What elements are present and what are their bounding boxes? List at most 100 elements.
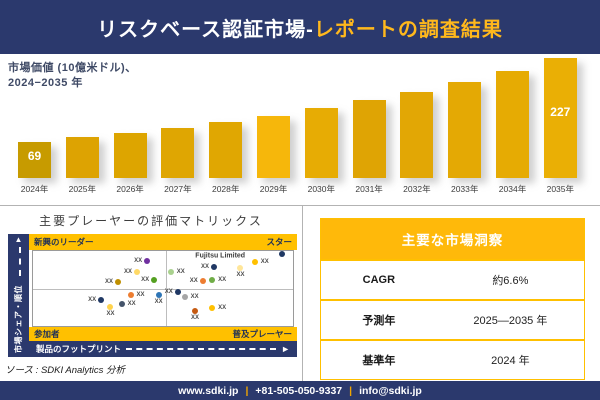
bar-2024年: [18, 142, 51, 178]
x-tick-label: 2024年: [20, 184, 49, 194]
matrix-point: [210, 264, 217, 271]
matrix-point: [144, 258, 151, 265]
bar-2029年: [257, 116, 290, 178]
y-axis-dashed-line: [18, 247, 21, 276]
bar-value-label: 227: [550, 105, 571, 119]
footer-separator: |: [349, 384, 353, 397]
matrix-point-label: XX: [123, 268, 132, 275]
matrix-point: [209, 304, 216, 311]
matrix-point-label: XX: [189, 278, 198, 285]
matrix-point: [174, 289, 181, 296]
x-tick-label: 2026年: [116, 184, 144, 194]
x-tick-label: 2030年: [307, 184, 336, 194]
matrix-point: [279, 250, 286, 257]
matrix-point: [199, 278, 206, 285]
row-value: 2024 年: [491, 355, 530, 367]
bar-2030年: [304, 108, 338, 178]
x-tick-label: 2028年: [211, 184, 240, 194]
x-tick-label: 2033年: [450, 184, 479, 194]
matrix-point-label: XX: [127, 301, 136, 308]
quadrant-label-top-right: スター: [266, 237, 292, 247]
x-tick-label: 2034年: [498, 184, 527, 194]
x-axis-label: 製品のフットプリント: [36, 344, 122, 354]
bar-2035年: [543, 58, 577, 178]
matrix-point-label: XX: [200, 264, 209, 271]
bar-2027年: [161, 128, 195, 178]
matrix-body: 新興のリーダー スター Fujitsu Limited XX XX XX XX XX XX…: [29, 234, 297, 357]
x-tick-label: 2031年: [355, 184, 383, 194]
matrix-point-label: XX: [218, 304, 227, 311]
source-label: ソース : SDKI Analytics 分析: [5, 365, 126, 376]
matrix-point: [115, 279, 122, 286]
x-tick-label: 2032年: [403, 184, 431, 194]
matrix-point: [134, 268, 140, 275]
y-axis-strip: ▲ 市場シェア・順位: [8, 234, 29, 357]
arrow-up-icon: ▲: [14, 235, 23, 244]
bar-2032年: [400, 92, 434, 178]
bar-2028年: [209, 122, 243, 178]
matrix-plot: Fujitsu Limited XX XX XX XX XX XX XX XX XX XX XX XX…: [32, 250, 294, 327]
matrix-point: [98, 297, 105, 304]
quadrant-label-bottom-right: 普及プレーヤー: [232, 329, 292, 339]
matrix-point-label: XX: [190, 314, 199, 321]
footer-website: www.sdki.jp: [178, 384, 239, 397]
horizontal-divider: [0, 205, 600, 206]
row-label: 予測年: [362, 315, 396, 327]
bar-chart: 2024年 69 2025年 2026年 2027年 2028年 2029年 2030年 203…: [0, 55, 600, 205]
y-axis-label: 市場シェア・順位: [14, 285, 23, 353]
matrix-point-label: XX: [105, 279, 114, 286]
bar-2034年: [496, 71, 529, 178]
bar-2025年: [65, 137, 99, 178]
bar-value-label: 69: [27, 149, 42, 163]
bar-2026年: [113, 133, 147, 178]
bar-chart-section: 市場価値 (10億米ドル)、 2024−2035 年 2024年 69 2025年 2…: [0, 55, 600, 205]
table-row-forecast-years: 予測年 2025—2035 年: [321, 299, 584, 339]
page-title-main: リスクベース認証市場-: [97, 18, 314, 41]
matrix-point-label: XX: [236, 271, 245, 278]
row-label: CAGR: [362, 274, 396, 286]
quadrant-matrix: ▲ 市場シェア・順位 新興のリーダー スター Fujitsu Limited X…: [8, 234, 297, 357]
matrix-point-label: XX: [164, 289, 173, 296]
matrix-point-label: XX: [190, 294, 199, 301]
company-annotation: Fujitsu Limited: [195, 252, 246, 259]
matrix-point: [118, 301, 125, 308]
page-header: リスクベース認証市場-レポートの調査結果: [0, 0, 600, 54]
quadrant-divider-horizontal: [33, 288, 293, 290]
matrix-point-label: XX: [176, 268, 185, 275]
matrix-point: [209, 276, 216, 283]
chart-title-line1: 市場価値 (10億米ドル)、: [8, 62, 137, 74]
chart-title: 市場価値 (10億米ドル)、 2024−2035 年: [8, 61, 137, 92]
x-tick-label: 2035年: [546, 184, 575, 194]
x-axis-dashed-line: [126, 348, 277, 350]
bar-2031年: [352, 100, 386, 178]
quadrant-band-top: 新興のリーダー スター: [29, 234, 297, 250]
page-title-accent: レポートの調査結果: [313, 18, 503, 41]
matrix-point: [237, 264, 244, 271]
matrix-point: [107, 303, 114, 310]
matrix-panel: 主要プレーヤーの評価マトリックス ▲ 市場シェア・順位 新興のリーダー スター …: [0, 205, 302, 381]
quadrant-band-bottom: 参加者 普及プレーヤー: [29, 327, 297, 341]
matrix-point-label: XX: [218, 276, 227, 283]
x-tick-label: 2027年: [164, 184, 192, 194]
x-tick-label: 2025年: [68, 184, 97, 194]
table-row-cagr: CAGR 約6.6%: [321, 259, 584, 299]
matrix-point: [155, 291, 162, 298]
row-value: 約6.6%: [492, 275, 529, 287]
matrix-point: [191, 307, 198, 314]
bar-2033年: [448, 82, 482, 178]
footer-email: info@sdki.jp: [359, 384, 422, 397]
page-title: リスクベース認証市場-レポートの調査結果: [97, 13, 503, 42]
vertical-divider: [302, 205, 303, 381]
matrix-point-label: XX: [134, 258, 143, 265]
footer-bar: www.sdki.jp | +81-505-050-9337 | info@sd…: [0, 381, 600, 400]
insights-header: 主要な市場洞察: [321, 219, 584, 259]
matrix-title: 主要プレーヤーの評価マトリックス: [39, 214, 263, 228]
x-tick-label: 2029年: [259, 184, 288, 194]
matrix-point: [251, 259, 258, 266]
insights-table: 主要な市場洞察 CAGR 約6.6% 予測年 2025—2035 年 基準年 2…: [320, 218, 585, 380]
x-axis-strip: 製品のフットプリント ►: [29, 341, 297, 357]
quadrant-label-top-left: 新興のリーダー: [34, 237, 94, 247]
quadrant-divider-vertical: [165, 251, 167, 326]
row-label: 基準年: [362, 355, 396, 367]
matrix-point-label: XX: [88, 297, 97, 304]
